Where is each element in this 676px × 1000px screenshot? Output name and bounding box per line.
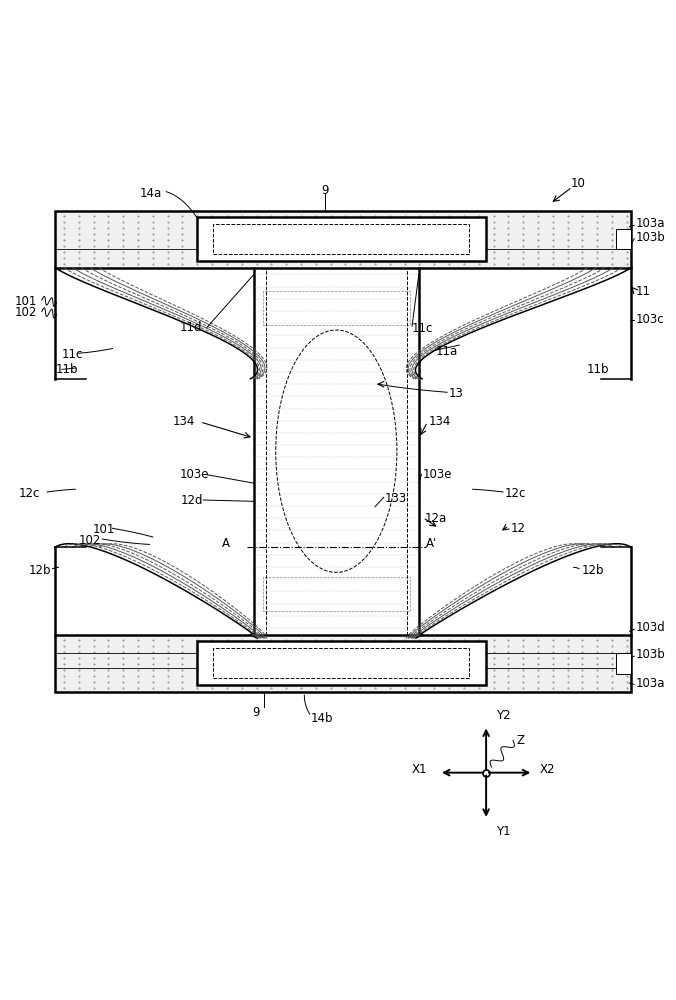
Text: 11d: 11d [180,321,202,334]
Text: 103d: 103d [635,621,665,634]
Bar [616,653,631,674]
Text: Y2: Y2 [496,709,511,722]
Text: 103e: 103e [422,468,452,481]
Text: 11c: 11c [62,348,83,361]
Text: 103a: 103a [635,677,665,690]
Bar [197,217,486,261]
Text: 12d: 12d [180,493,203,506]
Text: 103b: 103b [635,231,665,244]
Text: 12c: 12c [505,487,527,500]
Text: 13: 13 [449,387,464,400]
Text: 101: 101 [15,295,37,308]
Bar [55,635,631,692]
Text: 102: 102 [79,534,101,547]
Text: 9: 9 [321,184,329,197]
Bar [55,211,631,268]
Text: 102: 102 [15,306,37,319]
Text: 10: 10 [571,177,585,190]
Text: 134: 134 [173,415,195,428]
Bar [616,229,631,249]
Text: 11c: 11c [412,322,433,335]
Text: 9: 9 [252,706,260,719]
Text: 11b: 11b [587,363,610,376]
Text: X2: X2 [540,763,556,776]
Bar [214,648,469,678]
Text: 12b: 12b [582,564,604,577]
Text: A': A' [425,537,437,550]
Text: 14a: 14a [139,187,162,200]
Bar [197,641,486,685]
Text: 11b: 11b [55,363,78,376]
Bar [262,577,410,611]
Text: 101: 101 [92,523,115,536]
Text: X1: X1 [412,763,427,776]
Text: 103c: 103c [635,313,665,326]
Text: 134: 134 [429,415,452,428]
Text: A: A [222,537,231,550]
Text: Z: Z [516,734,525,747]
Bar [214,224,469,254]
Text: 103b: 103b [635,648,665,661]
Text: 11a: 11a [435,345,458,358]
Text: Y1: Y1 [496,825,511,838]
Text: 11: 11 [635,285,650,298]
Text: 14b: 14b [311,712,333,725]
Text: 12c: 12c [18,487,40,500]
Bar [262,291,410,325]
Text: 12b: 12b [28,564,51,577]
Text: 103a: 103a [635,217,665,230]
Text: 12a: 12a [424,512,446,525]
Text: 12: 12 [511,522,526,535]
Text: 103e: 103e [180,468,210,481]
Text: 133: 133 [385,492,408,505]
